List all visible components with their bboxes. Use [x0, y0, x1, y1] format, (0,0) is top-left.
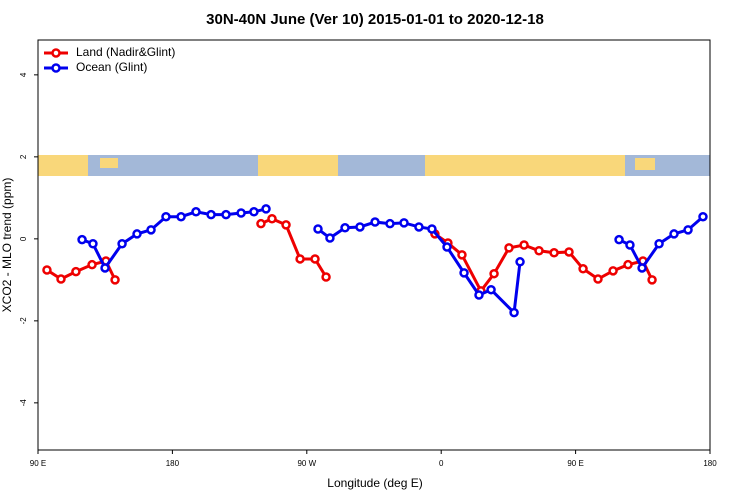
point	[698, 211, 708, 222]
chart-title: 30N-40N June (Ver 10) 2015-01-01 to 2020…	[206, 11, 544, 28]
point	[56, 274, 66, 284]
legend-marker	[51, 63, 61, 73]
point	[370, 217, 380, 227]
x-tick-label: 90 E	[567, 459, 583, 468]
point	[578, 264, 588, 274]
point	[427, 224, 437, 234]
point	[355, 222, 365, 232]
point	[313, 224, 323, 234]
point	[42, 265, 52, 275]
point	[564, 247, 574, 257]
legend-marker	[51, 48, 61, 58]
point	[256, 218, 266, 229]
point	[474, 290, 484, 300]
point	[236, 208, 246, 218]
point	[87, 259, 97, 270]
x-axis-label: Longitude (deg E)	[327, 476, 422, 490]
point	[637, 263, 647, 273]
x-tick-label: 180	[703, 459, 717, 468]
point	[509, 307, 519, 318]
point	[442, 242, 452, 252]
point	[459, 268, 469, 278]
point	[489, 268, 499, 279]
point	[593, 274, 603, 284]
point	[132, 229, 142, 239]
point	[654, 239, 664, 249]
point	[385, 218, 395, 229]
point	[614, 234, 624, 245]
y-tick-label: 2	[19, 154, 28, 159]
legend-label: Ocean (Glint)	[76, 60, 147, 74]
x-tick-label: 90 W	[297, 459, 316, 468]
point	[310, 254, 320, 264]
x-tick-label: 180	[166, 459, 180, 468]
point	[206, 209, 216, 220]
point	[281, 220, 291, 230]
x-tick-label: 0	[439, 459, 444, 468]
point	[71, 266, 81, 277]
point	[249, 207, 259, 217]
point	[267, 214, 277, 224]
y-tick-label: 4	[19, 72, 28, 77]
point	[515, 257, 525, 267]
point	[504, 243, 514, 253]
point	[683, 225, 693, 235]
point	[669, 229, 679, 239]
map-strip	[38, 155, 710, 176]
point	[221, 209, 231, 220]
x-tick-label: 90 E	[30, 459, 46, 468]
point	[325, 233, 335, 243]
y-tick-label: 0	[19, 236, 28, 241]
point	[534, 245, 544, 256]
point	[340, 223, 350, 233]
point	[295, 254, 305, 264]
plot-frame	[37, 39, 711, 451]
point	[414, 222, 424, 232]
point	[399, 218, 409, 228]
point	[647, 275, 657, 285]
legend-label: Land (Nadir&Glint)	[76, 45, 175, 59]
y-tick-label: -2	[19, 317, 28, 325]
point	[623, 259, 633, 270]
point	[519, 240, 529, 250]
point	[100, 263, 110, 273]
point	[117, 239, 127, 249]
point	[486, 284, 496, 295]
point	[549, 248, 559, 258]
point	[88, 239, 98, 249]
point	[110, 275, 120, 285]
point	[457, 250, 467, 260]
point	[321, 272, 331, 282]
point	[161, 211, 171, 222]
point	[77, 234, 87, 245]
point	[608, 266, 618, 276]
y-axis-label: XCO2 - MLO trend (ppm)	[0, 178, 14, 313]
point	[191, 207, 201, 217]
point	[176, 211, 186, 222]
point	[625, 240, 635, 250]
point	[261, 204, 271, 214]
point	[146, 225, 156, 235]
y-tick-label: -4	[19, 399, 28, 407]
